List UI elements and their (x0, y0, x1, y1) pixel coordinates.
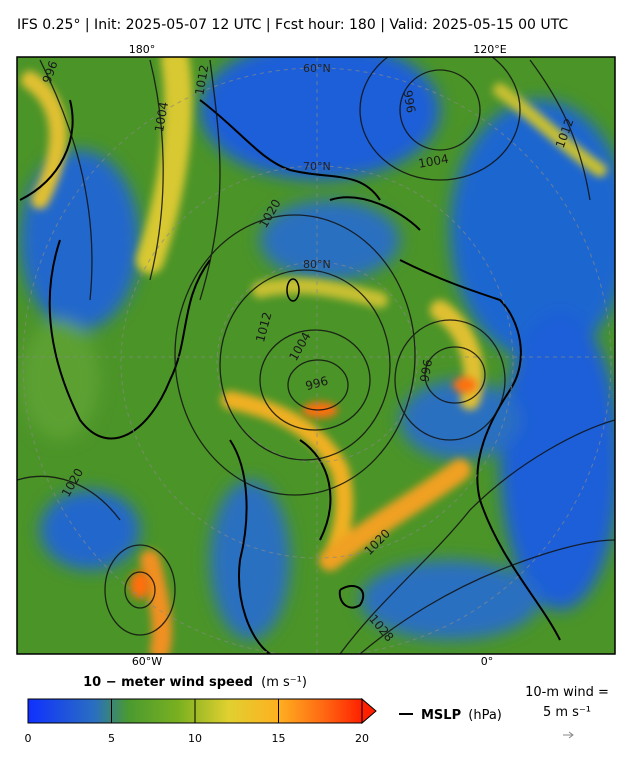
colorbar-tick-label: 0 (25, 732, 32, 745)
colorbar: 0 5 10 15 20 (25, 697, 377, 745)
lat-label: 80°N (303, 258, 331, 271)
contour-label: 1004 (152, 101, 171, 134)
lat-label: 60°N (303, 62, 331, 75)
map: 60°N 70°N 80°N 996 1012 1004 996 1004 10… (17, 57, 615, 654)
colorbar-tick-label: 15 (272, 732, 286, 745)
colorbar-title: 10 − meter wind speed (m s⁻¹) (83, 675, 307, 690)
colorbar-tick-label: 10 (188, 732, 202, 745)
colorbar-tick-label: 20 (355, 732, 369, 745)
title: IFS 0.25° | Init: 2025-05-07 12 UTC | Fc… (17, 17, 568, 33)
wind-key-value: 5 m s⁻¹ (543, 705, 591, 720)
mslp-legend: MSLP (hPa) (421, 708, 502, 723)
mslp-name: MSLP (421, 708, 461, 723)
contour-label: 996 (400, 89, 418, 114)
lon-label: 60°W (132, 655, 162, 668)
contour-label: 1004 (417, 152, 450, 171)
map-frame (16, 56, 616, 655)
lon-label: 120°E (473, 43, 506, 56)
colorbar-tick-label: 5 (108, 732, 115, 745)
contour-label: 996 (417, 358, 435, 383)
colorbar-unit: (m s⁻¹) (261, 675, 307, 690)
contour-label: 1012 (192, 64, 211, 97)
contour-label: 996 (304, 374, 330, 393)
wind-key: 10-m wind = (525, 685, 609, 700)
lon-label: 0° (481, 655, 494, 668)
colorbar-extend (361, 697, 377, 725)
lon-label: 180° (129, 43, 156, 56)
lat-label: 70°N (303, 160, 331, 173)
colorbar-label: 10 − meter wind speed (83, 675, 253, 690)
wind-key-arrow (563, 731, 574, 739)
mslp-unit: (hPa) (468, 708, 502, 723)
